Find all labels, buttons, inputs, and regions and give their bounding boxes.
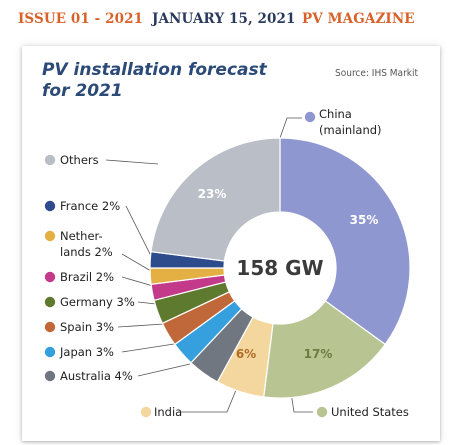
chart-title: PV installation forecast for 2021 xyxy=(42,60,292,102)
leader-japan xyxy=(121,343,175,353)
label-australia: Australia 4% xyxy=(60,369,133,383)
label-netherlands-line-2: lands 2% xyxy=(60,245,113,259)
label-brazil-line-1: Brazil 2% xyxy=(60,270,114,284)
legend-dot-france xyxy=(44,200,56,212)
leader-netherlands xyxy=(121,253,152,272)
slice-china-mainland xyxy=(279,137,411,346)
label-australia-line-1: Australia 4% xyxy=(60,369,133,383)
label-germany-line-1: Germany 3% xyxy=(60,295,135,309)
issue-label: ISSUE 01 - 2021 xyxy=(18,11,144,27)
label-china-mainland-line-2: (mainland) xyxy=(319,123,382,137)
leader-brazil xyxy=(121,276,154,287)
label-spain-line-1: Spain 3% xyxy=(60,320,114,334)
center-total-label: 158 GW xyxy=(236,256,323,280)
legend-dot-brazil xyxy=(44,271,56,283)
legend-dot-others xyxy=(44,154,56,166)
leader-india xyxy=(178,389,237,413)
label-others: Others xyxy=(60,153,99,167)
label-japan-line-1: Japan 3% xyxy=(59,345,114,359)
leader-china-mainland xyxy=(279,117,302,139)
chart-source: Source: IHS Markit xyxy=(335,68,418,79)
donut-slices xyxy=(149,137,411,399)
slice-others xyxy=(150,137,281,262)
leader-france xyxy=(125,205,152,257)
label-india-line-1: India xyxy=(154,405,182,419)
article-header: ISSUE 01 - 2021 JANUARY 15, 2021 PV MAGA… xyxy=(0,0,453,44)
leader-spain xyxy=(117,323,165,328)
pct-label-india: 6% xyxy=(236,347,256,361)
legend-dot-united-states xyxy=(316,406,328,418)
pct-label-others: 23% xyxy=(198,187,227,201)
label-others-line-1: Others xyxy=(60,153,99,167)
label-germany: Germany 3% xyxy=(60,295,135,309)
label-netherlands-line-1: Nether- xyxy=(60,229,103,243)
legend-dot-spain xyxy=(44,321,56,333)
label-united-states: United States xyxy=(331,405,409,419)
legend-dot-germany xyxy=(44,296,56,308)
leader-others xyxy=(105,159,159,165)
leader-australia xyxy=(137,363,191,377)
chart-title-line-2: for 2021 xyxy=(42,81,123,101)
label-china-mainland: China (mainland) xyxy=(319,107,382,137)
magazine-label: PV MAGAZINE xyxy=(302,11,415,27)
legend-dot-china-mainland xyxy=(304,111,316,123)
leader-germany xyxy=(137,301,157,305)
donut-chart: China (mainland) 35% United States 17% India 6… xyxy=(44,107,411,419)
legend-dot-japan xyxy=(44,346,56,358)
label-france: France 2% xyxy=(60,199,120,213)
pct-label-china-mainland: 35% xyxy=(350,213,379,227)
legend-dot-india xyxy=(140,406,152,418)
label-india: India xyxy=(154,405,182,419)
chart-card: PV installation forecast for 2021 Source… xyxy=(22,46,440,441)
label-brazil: Brazil 2% xyxy=(60,270,114,284)
chart-title-line-1: PV installation forecast xyxy=(42,60,267,80)
label-spain: Spain 3% xyxy=(60,320,114,334)
legend-dot-netherlands xyxy=(44,230,56,242)
label-japan: Japan 3% xyxy=(59,345,114,359)
label-china-mainland-line-1: China xyxy=(319,107,352,121)
slice-united-states xyxy=(263,300,387,399)
legend-dot-australia xyxy=(44,370,56,382)
date-label: JANUARY 15, 2021 xyxy=(152,11,296,27)
pct-label-united-states: 17% xyxy=(304,347,333,361)
label-united-states-line-1: United States xyxy=(331,405,409,419)
label-france-line-1: France 2% xyxy=(60,199,120,213)
label-netherlands: Nether-lands 2% xyxy=(60,229,113,259)
